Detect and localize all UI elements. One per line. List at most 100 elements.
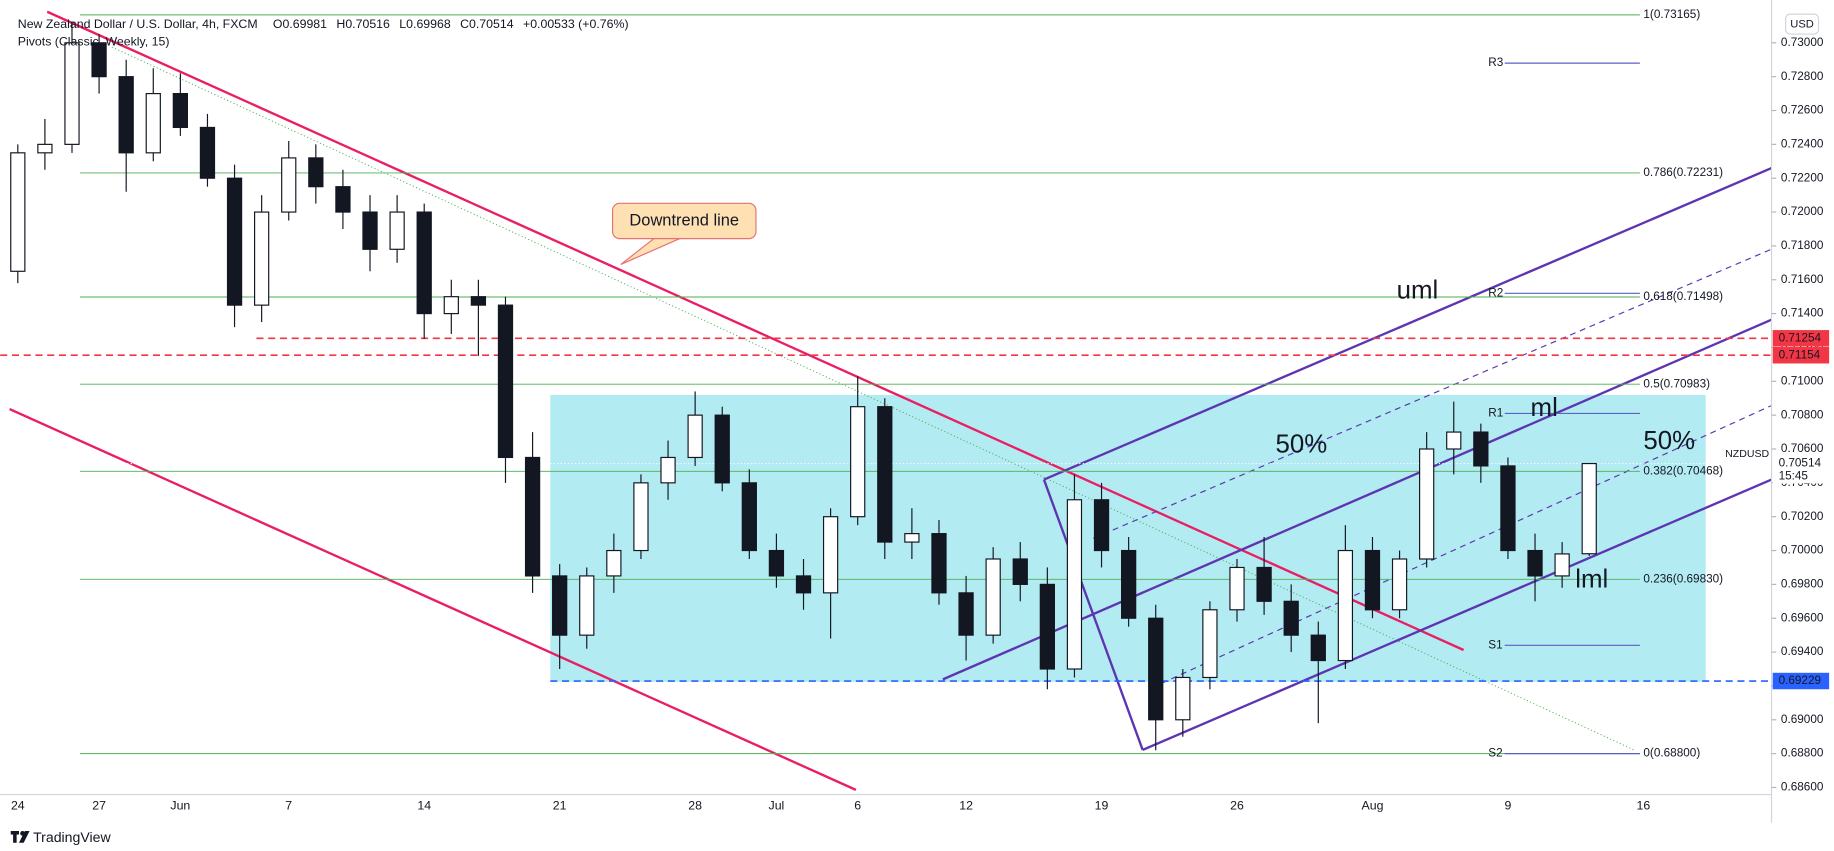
x-tick-label: 12	[959, 799, 973, 813]
candle-body	[1202, 609, 1218, 679]
pivot-label: S2	[1488, 747, 1502, 760]
x-tick-label: 27	[92, 799, 106, 813]
y-tick-label: 0.68600	[1781, 781, 1824, 794]
candle-body	[1093, 499, 1110, 552]
uml-line	[1043, 167, 1772, 481]
candle-body	[877, 406, 893, 543]
y-tick-label: 0.69800	[1781, 577, 1824, 590]
legend-value: O0.69981	[273, 17, 327, 31]
lower-half-line	[1151, 404, 1772, 689]
annotation: 50%	[1276, 430, 1328, 458]
candle-body	[362, 211, 378, 250]
candle-body	[741, 482, 757, 552]
legend-value: +0.00533 (+0.76%)	[523, 17, 629, 31]
y-tick-label: 0.71000	[1781, 374, 1824, 387]
candle-body	[91, 42, 107, 78]
fib-label: 0.618(0.71498)	[1643, 290, 1723, 303]
candle-body	[308, 157, 324, 188]
candle-body	[1256, 566, 1272, 602]
candle-body	[660, 456, 676, 484]
annotation: 50%	[1643, 427, 1695, 455]
candle-body	[281, 157, 297, 213]
y-tick-label: 0.72400	[1781, 137, 1824, 150]
candle-body	[497, 304, 514, 459]
fib-label: 0(0.68800)	[1643, 747, 1700, 760]
x-tick-label: Aug	[1362, 799, 1384, 813]
candle-body	[118, 76, 134, 154]
last-price-time: 15:45	[1779, 470, 1809, 483]
candle-body	[768, 549, 785, 577]
brand-name: TradingView	[33, 829, 111, 845]
y-tick-label: 0.70200	[1781, 510, 1824, 523]
candle-body	[524, 456, 541, 577]
x-tick-label: 6	[854, 799, 861, 813]
candle-body	[606, 549, 622, 577]
candle-body	[1310, 634, 1326, 662]
lml-line	[1142, 478, 1772, 751]
candle-body	[1554, 553, 1570, 577]
pivot-label: R3	[1488, 56, 1503, 69]
x-tick-label: 14	[417, 799, 431, 813]
candle-body	[687, 414, 703, 459]
legend-value: H0.70516	[336, 17, 390, 31]
y-tick-label: 0.71400	[1781, 307, 1824, 320]
candle-body	[470, 296, 487, 306]
callout-box	[611, 202, 757, 240]
candle-body	[64, 42, 80, 145]
pivot-label: S1	[1488, 638, 1502, 651]
x-tick-label: 21	[553, 799, 567, 813]
candle-body	[1527, 549, 1543, 577]
fib-label: 1(0.73165)	[1643, 8, 1700, 21]
candle-body	[416, 211, 432, 315]
candle-body	[145, 93, 161, 154]
price-tag	[1772, 347, 1830, 364]
y-tick-label: 0.72600	[1781, 104, 1824, 117]
y-tick-label: 0.71600	[1781, 273, 1824, 286]
x-tick-label: 19	[1095, 799, 1109, 813]
candle-body	[335, 186, 351, 213]
y-tick-label: 0.72000	[1781, 205, 1824, 218]
candle-body	[795, 575, 812, 594]
price-tag	[1772, 672, 1830, 690]
price-tag-label: 0.71154	[1779, 348, 1821, 361]
candle-body	[1039, 583, 1055, 670]
y-tick-label: 0.72200	[1781, 171, 1824, 184]
indicator-label: Pivots (Classic, Weekly, 15)	[18, 35, 170, 49]
candle-body	[1500, 465, 1516, 552]
x-tick-label: 24	[11, 799, 25, 813]
candle-body	[579, 575, 595, 636]
y-tick-label: 0.70600	[1781, 442, 1824, 455]
last-price-tag	[1772, 455, 1830, 484]
candle-body	[552, 575, 568, 636]
candle-body	[1012, 558, 1028, 585]
price-tag-label: 0.71254	[1779, 331, 1822, 344]
candle-body	[958, 592, 974, 636]
upper-half-line	[1093, 248, 1772, 539]
y-tick-label: 0.69000	[1781, 713, 1824, 726]
candle-body	[1283, 600, 1299, 636]
annotation: Downtrend line	[629, 211, 739, 229]
y-tick-label: 0.69600	[1781, 611, 1824, 624]
candle-body	[1066, 499, 1083, 670]
price-tag	[1772, 330, 1830, 347]
x-tick-label: 28	[688, 799, 702, 813]
annotation: ml	[1531, 394, 1558, 422]
pivot-label: R2	[1488, 286, 1503, 299]
candle-body	[37, 143, 53, 154]
candle-body	[1419, 448, 1435, 560]
candle-body	[1120, 549, 1137, 619]
candle-body	[226, 177, 243, 306]
x-tick-label: 9	[1505, 799, 1512, 813]
y-tick-label: 0.70800	[1781, 408, 1824, 421]
last-price-symbol: NZDUSD	[1725, 448, 1769, 460]
y-tick-label: 0.70000	[1781, 544, 1824, 557]
fib-label: 0.382(0.70468)	[1643, 464, 1723, 477]
fib-label: 0.5(0.70983)	[1643, 377, 1710, 390]
x-tick-label: 26	[1230, 799, 1244, 813]
candle-body	[1473, 431, 1489, 467]
candle-body	[199, 126, 216, 179]
candle-body	[1364, 549, 1381, 611]
x-tick-label: 16	[1637, 799, 1651, 813]
plot-area	[0, 10, 1772, 791]
